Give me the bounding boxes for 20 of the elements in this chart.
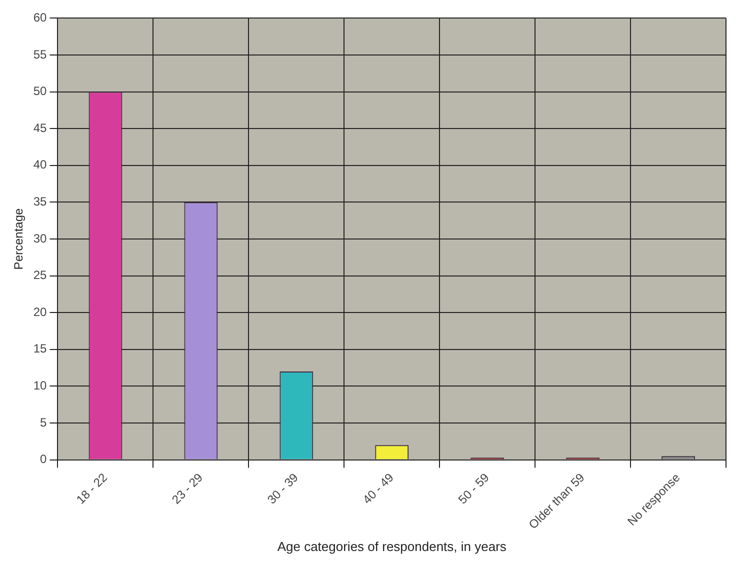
- x-tick-label: 23 - 29: [169, 470, 206, 507]
- y-tick-label: 10: [33, 378, 48, 393]
- y-tick-label: 55: [33, 47, 48, 62]
- x-tick-label: 50 - 59: [455, 470, 492, 507]
- y-tick-label: 20: [33, 304, 48, 319]
- y-tick-label: 50: [33, 84, 48, 98]
- y-tick-label: 60: [33, 10, 48, 25]
- x-axis-title: Age categories of respondents, in years: [277, 538, 507, 554]
- y-tick-label: 30: [33, 231, 48, 246]
- x-tick-label: 18 - 22: [74, 470, 110, 507]
- y-tick-label: 25: [33, 268, 48, 282]
- x-tick-label: 30 - 39: [264, 470, 302, 507]
- y-tick-label: 45: [33, 120, 48, 135]
- y-axis-title: Percentage: [12, 208, 26, 270]
- y-tick-label: 0: [40, 452, 48, 466]
- y-tick-label: 15: [33, 342, 48, 356]
- y-tick-label: 35: [33, 194, 48, 209]
- y-tick-label: 40: [33, 158, 48, 172]
- y-tick-label: 5: [40, 415, 48, 430]
- x-tick-label: 40 - 49: [360, 470, 397, 507]
